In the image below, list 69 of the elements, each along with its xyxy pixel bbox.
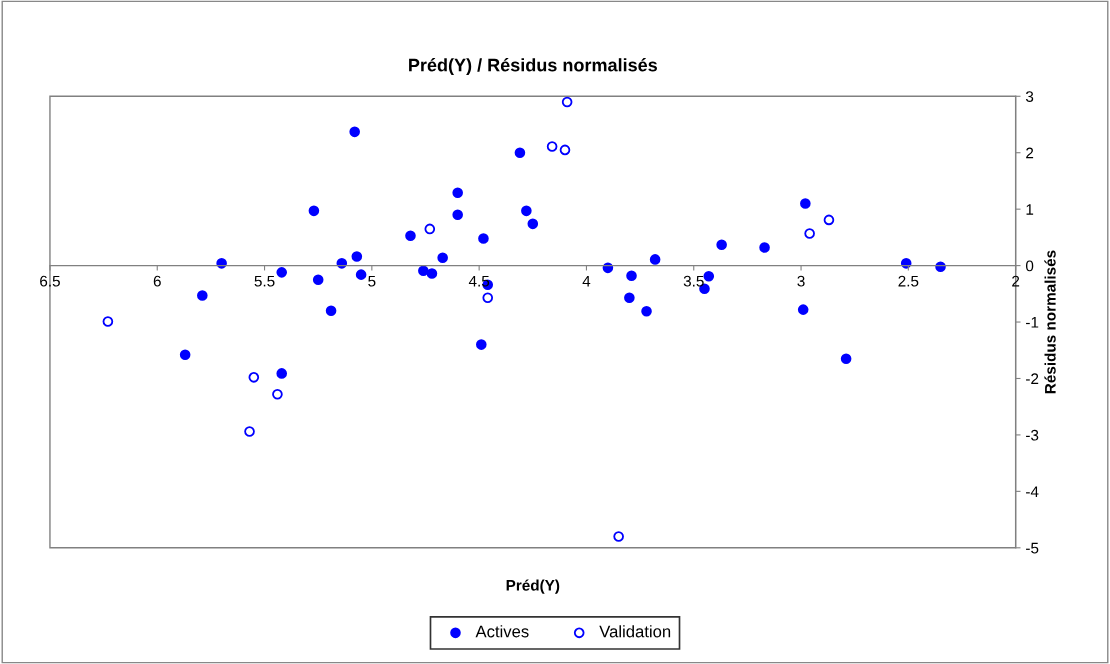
y2-tick-label: -1 <box>1026 317 1039 328</box>
x-tick-label: 5 <box>368 275 376 287</box>
point <box>418 265 429 276</box>
legend-label: Validation <box>599 625 671 638</box>
point <box>244 426 255 437</box>
x-tick-label: 2 <box>1012 275 1020 287</box>
x-tick-label: 3.5 <box>683 275 704 287</box>
point <box>102 316 114 327</box>
point <box>804 228 815 239</box>
point <box>272 388 283 400</box>
point <box>197 290 208 301</box>
point <box>475 339 487 350</box>
x-tick-label: 5.5 <box>254 275 275 287</box>
y2-tick-label: 2 <box>1026 147 1034 159</box>
point <box>716 239 727 251</box>
y2-tick-label: -5 <box>1026 542 1039 554</box>
point <box>797 304 809 315</box>
y2-tick-label: 1 <box>1026 204 1034 215</box>
x-tick-label: 4.5 <box>468 275 490 287</box>
point <box>355 269 367 280</box>
point <box>521 205 532 217</box>
x-tick-label: 2.5 <box>898 275 919 287</box>
point <box>437 252 448 263</box>
point <box>312 274 324 286</box>
y2-tick-label: 3 <box>1025 91 1034 102</box>
point <box>703 271 715 282</box>
y2-tick-label: -2 <box>1026 373 1039 385</box>
point <box>624 292 635 304</box>
point <box>759 242 770 253</box>
point <box>546 141 558 152</box>
point <box>276 368 288 379</box>
y2-tick-label: -3 <box>1026 429 1039 441</box>
point <box>800 198 811 209</box>
x-tick-label: 6 <box>153 275 161 287</box>
point <box>308 205 320 217</box>
point <box>613 531 624 542</box>
x-axis-title: Préd(Y) <box>506 579 560 594</box>
point <box>482 292 494 304</box>
y2-tick-label: -4 <box>1026 486 1039 497</box>
point <box>649 254 661 265</box>
chart-title: Préd(Y) / Résidus normalisés <box>409 58 657 76</box>
point <box>452 209 463 221</box>
point <box>351 251 363 262</box>
point <box>216 258 227 269</box>
x-tick-label: 3 <box>797 275 805 287</box>
point <box>179 349 191 361</box>
point <box>823 214 835 226</box>
point <box>559 144 571 156</box>
point <box>248 372 260 383</box>
point <box>626 270 637 282</box>
point <box>935 261 946 273</box>
y2-tick-label: 0 <box>1025 260 1034 272</box>
x-tick-label: 4 <box>582 275 591 287</box>
x-tick-label: 6.5 <box>40 275 60 287</box>
point <box>840 353 852 365</box>
point <box>452 187 463 199</box>
y2-axis-title: Résidus normalisés <box>1044 250 1056 394</box>
point <box>478 233 489 244</box>
point <box>349 126 360 138</box>
legend-label: Actives <box>475 625 529 638</box>
point <box>561 96 573 108</box>
point <box>641 306 652 317</box>
point <box>426 268 438 279</box>
point <box>514 147 526 159</box>
point <box>527 218 539 230</box>
point <box>325 305 337 317</box>
point <box>276 267 288 278</box>
point <box>424 223 436 235</box>
point <box>405 230 416 241</box>
